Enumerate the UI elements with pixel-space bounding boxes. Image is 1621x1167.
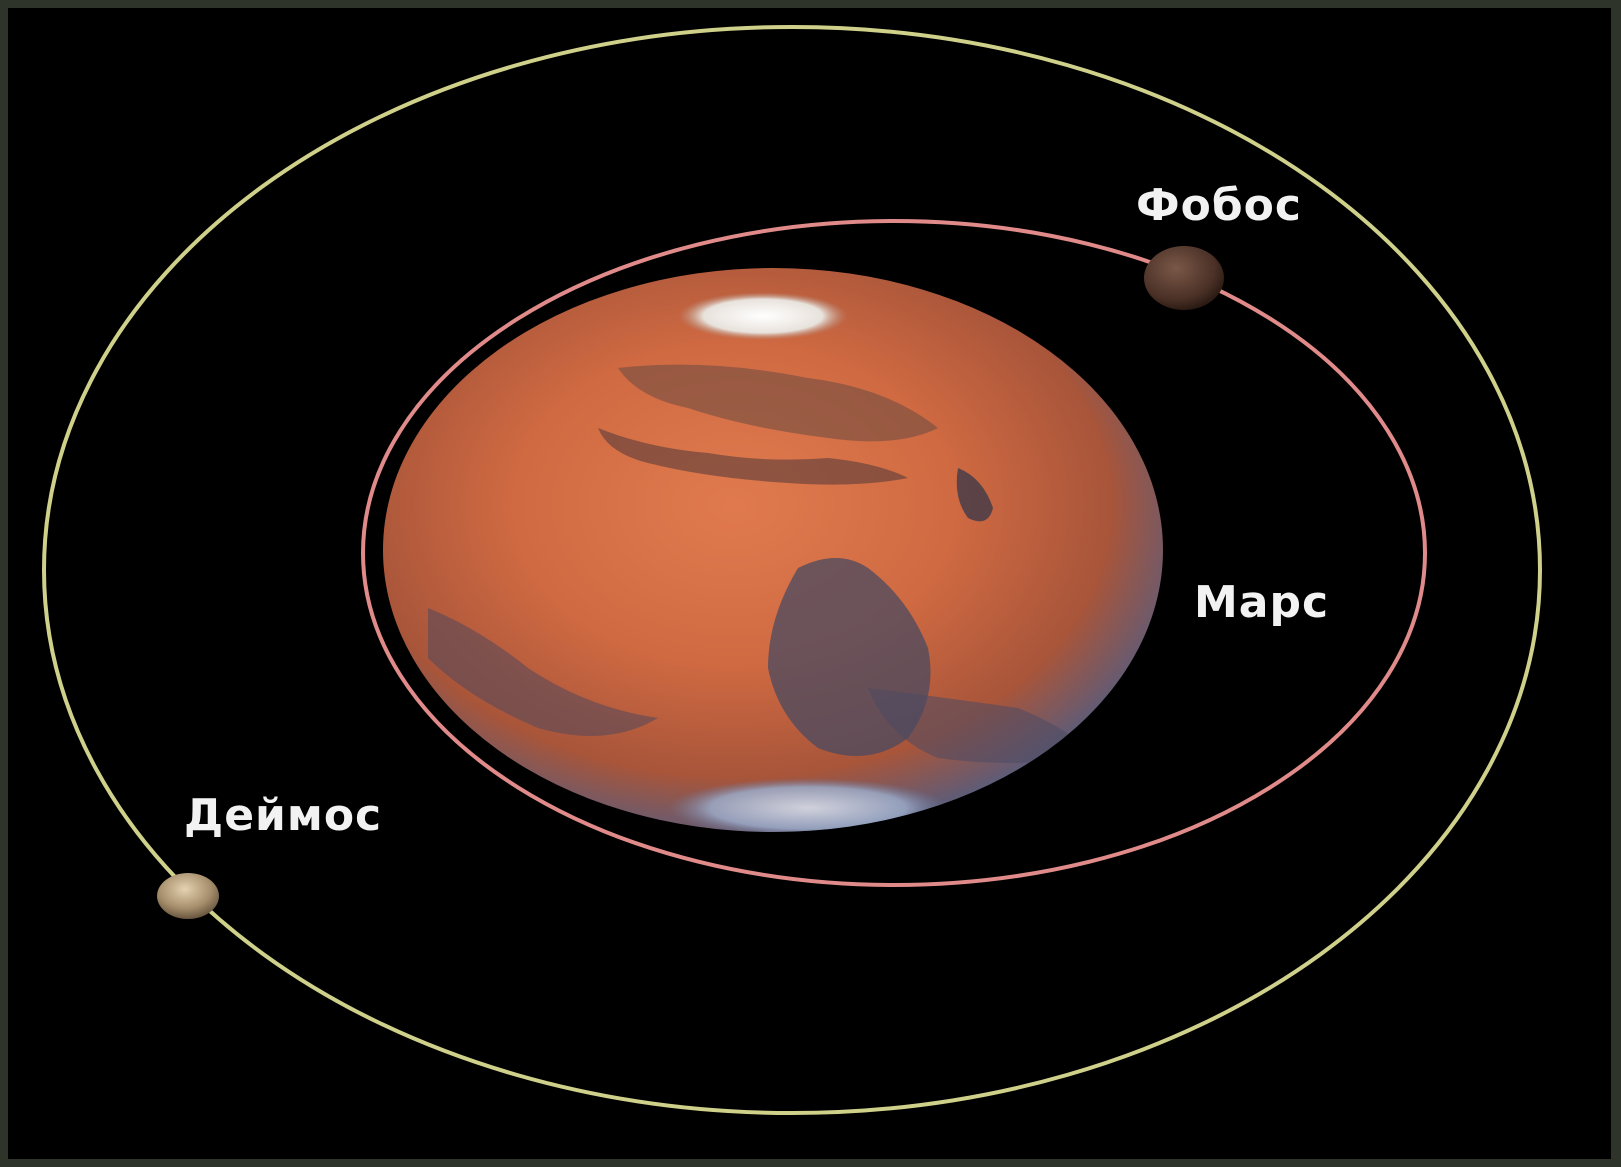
- mars-planet: [383, 268, 1163, 838]
- phobos-label: Фобос: [1136, 180, 1302, 231]
- mars-label: Марс: [1194, 577, 1329, 628]
- mars-moons-diagram: Фобос Марс Деймос: [8, 8, 1611, 1159]
- phobos-moon: [1144, 246, 1224, 310]
- deimos-label: Деймос: [184, 790, 382, 841]
- deimos-moon: [157, 873, 219, 919]
- space-background: Фобос Марс Деймос: [8, 8, 1611, 1159]
